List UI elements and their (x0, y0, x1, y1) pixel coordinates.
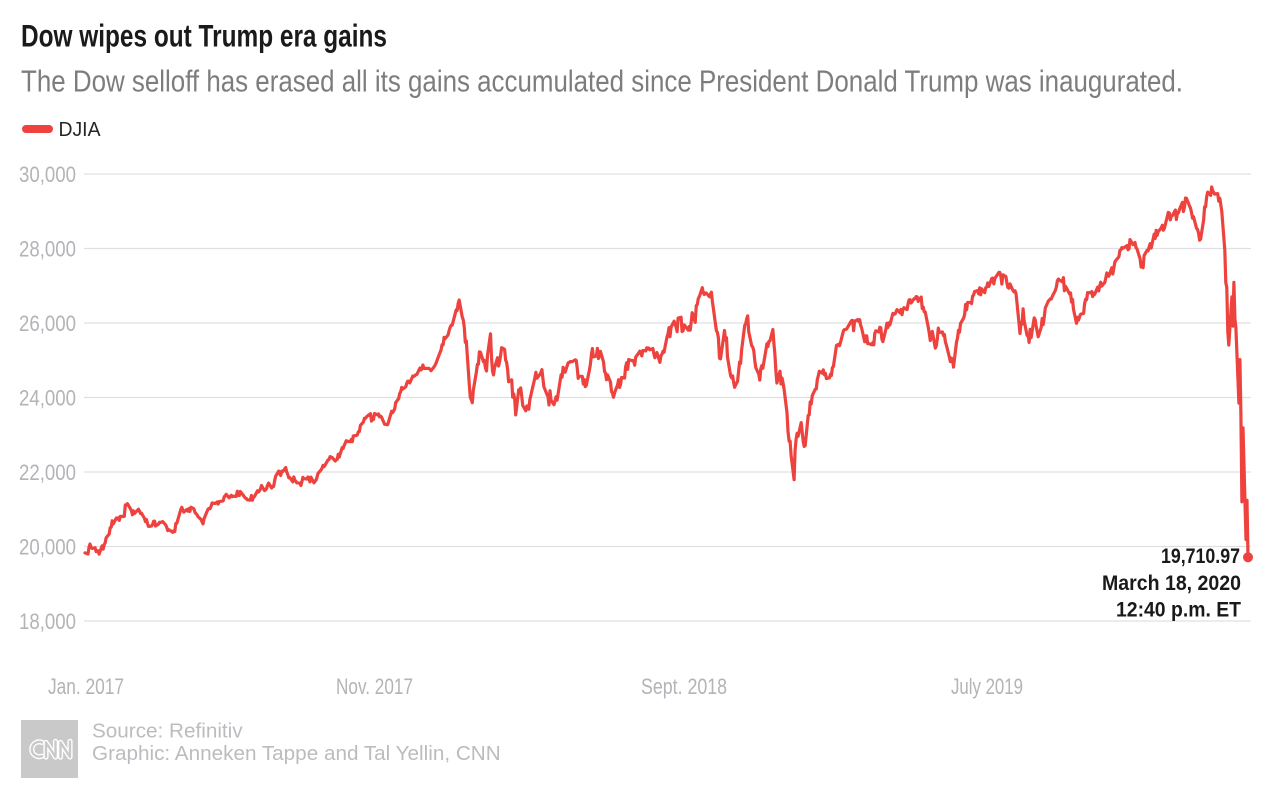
svg-text:Graphic: Anneken Tappe and Tal: Graphic: Anneken Tappe and Tal Yellin, C… (92, 742, 501, 765)
svg-text:Nov. 2017: Nov. 2017 (336, 674, 413, 699)
svg-text:The Dow selloff has erased all: The Dow selloff has erased all its gains… (21, 64, 1183, 99)
svg-text:26,000: 26,000 (19, 311, 76, 336)
svg-text:22,000: 22,000 (19, 460, 76, 485)
svg-text:Source: Refinitiv: Source: Refinitiv (92, 720, 243, 743)
svg-text:24,000: 24,000 (19, 386, 76, 411)
svg-text:Jan. 2017: Jan. 2017 (48, 674, 124, 699)
svg-text:Sept. 2018: Sept. 2018 (641, 674, 727, 699)
svg-text:March 18, 2020: March 18, 2020 (1102, 572, 1241, 595)
svg-text:30,000: 30,000 (19, 162, 76, 187)
svg-text:20,000: 20,000 (19, 535, 76, 560)
svg-text:12:40 p.m. ET: 12:40 p.m. ET (1116, 599, 1241, 622)
svg-text:28,000: 28,000 (19, 237, 76, 262)
svg-text:18,000: 18,000 (19, 609, 76, 634)
svg-text:DJIA: DJIA (59, 118, 101, 141)
svg-text:Dow wipes out Trump era gains: Dow wipes out Trump era gains (21, 18, 387, 54)
svg-text:July 2019: July 2019 (951, 674, 1023, 699)
svg-text:19,710.97: 19,710.97 (1161, 545, 1240, 568)
